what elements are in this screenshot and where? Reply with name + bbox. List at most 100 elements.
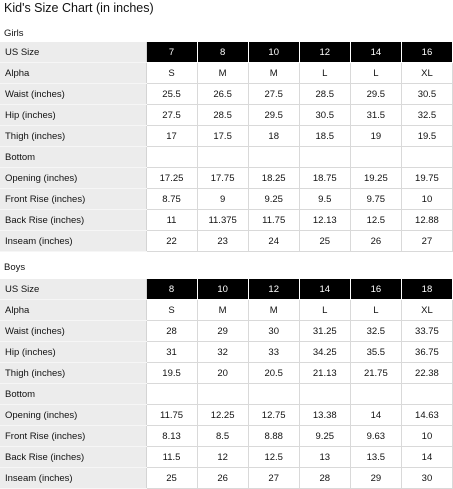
row-label: Hip (inches): [0, 341, 147, 363]
table-cell: 30: [248, 320, 300, 342]
size-header-cell: 18: [401, 279, 453, 300]
boys-header-row: US Size 8 10 12 14 16 18: [0, 279, 453, 300]
table-cell: [248, 383, 300, 405]
row-label: Waist (inches): [0, 320, 147, 342]
table-cell: 19: [350, 125, 402, 147]
size-header-cell: 10: [197, 279, 249, 300]
size-header-cell: 16: [350, 279, 402, 300]
table-cell: 27.5: [248, 83, 300, 105]
table-cell: 24: [248, 230, 300, 252]
table-cell: 10: [401, 425, 453, 447]
table-cell: 34.25: [299, 341, 351, 363]
table-cell: 26: [350, 230, 402, 252]
table-cell: 32.5: [401, 104, 453, 126]
table-cell: 12: [197, 446, 249, 468]
table-cell: 8.13: [146, 425, 198, 447]
table-cell: 25.5: [146, 83, 198, 105]
table-cell: [197, 146, 249, 168]
table-cell: 33: [248, 341, 300, 363]
girls-size-table: US Size 7 8 10 12 14 16 Alpha S M M L L XL Waist (inch…: [0, 42, 453, 252]
row-label: Opening (inches): [0, 167, 147, 189]
boys-size-table: US Size 8 10 12 14 16 18 Alpha S M M L L XL Waist (inc…: [0, 279, 453, 489]
size-header-cell: 12: [248, 279, 300, 300]
table-row: Back Rise (inches) 11 11.375 11.75 12.13 12.5…: [0, 209, 453, 231]
row-label: Hip (inches): [0, 104, 147, 126]
girls-section-label: Girls: [4, 28, 24, 39]
table-cell: [197, 383, 249, 405]
table-row: Inseam (inches) 22 23 24 25 26 27: [0, 230, 453, 252]
table-cell: 11.375: [197, 209, 249, 231]
table-cell: 31: [146, 341, 198, 363]
table-cell: 9.25: [248, 188, 300, 210]
row-label: Bottom: [0, 146, 147, 168]
table-cell: 28.5: [197, 104, 249, 126]
table-cell: 11.5: [146, 446, 198, 468]
table-cell: 14: [350, 404, 402, 426]
table-row: Bottom: [0, 383, 453, 405]
table-cell: 19.5: [401, 125, 453, 147]
table-cell: 11: [146, 209, 198, 231]
row-label: Back Rise (inches): [0, 446, 147, 468]
table-row: Alpha S M M L L XL: [0, 62, 453, 84]
table-cell: 17.5: [197, 125, 249, 147]
table-cell: L: [350, 62, 402, 84]
size-header-cell: 8: [197, 42, 249, 63]
table-cell: 12.25: [197, 404, 249, 426]
table-row: Opening (inches) 11.75 12.25 12.75 13.38 14 14…: [0, 404, 453, 426]
table-cell: 12.5: [350, 209, 402, 231]
row-label: Thigh (inches): [0, 362, 147, 384]
table-cell: 20: [197, 362, 249, 384]
size-header-cell: 14: [350, 42, 402, 63]
table-cell: 32: [197, 341, 249, 363]
table-cell: 31.25: [299, 320, 351, 342]
size-header-cell: 8: [146, 279, 198, 300]
table-cell: 33.75: [401, 320, 453, 342]
table-cell: 25: [146, 467, 198, 489]
table-row: Waist (inches) 25.5 26.5 27.5 28.5 29.5 30.5: [0, 83, 453, 105]
us-size-label: US Size: [0, 279, 147, 300]
size-header-cell: 12: [299, 42, 351, 63]
table-cell: 12.5: [248, 446, 300, 468]
row-label: Alpha: [0, 299, 147, 321]
table-cell: 23: [197, 230, 249, 252]
table-cell: 11.75: [248, 209, 300, 231]
table-cell: 36.75: [401, 341, 453, 363]
table-cell: 18.25: [248, 167, 300, 189]
table-cell: 17: [146, 125, 198, 147]
girls-header-row: US Size 7 8 10 12 14 16: [0, 42, 453, 63]
table-cell: 30.5: [401, 83, 453, 105]
table-cell: S: [146, 62, 198, 84]
table-cell: 31.5: [350, 104, 402, 126]
table-cell: 17.75: [197, 167, 249, 189]
row-label: Bottom: [0, 383, 147, 405]
table-cell: 13.38: [299, 404, 351, 426]
row-label: Inseam (inches): [0, 467, 147, 489]
table-cell: 25: [299, 230, 351, 252]
table-row: Front Rise (inches) 8.13 8.5 8.88 9.25 9.63 10: [0, 425, 453, 447]
row-label: Waist (inches): [0, 83, 147, 105]
table-cell: 27: [401, 230, 453, 252]
table-cell: 26.5: [197, 83, 249, 105]
table-row: Bottom: [0, 146, 453, 168]
table-cell: 18.75: [299, 167, 351, 189]
table-cell: [350, 146, 402, 168]
table-cell: [299, 146, 351, 168]
page-title: Kid's Size Chart (in inches): [4, 1, 154, 15]
table-cell: 27.5: [146, 104, 198, 126]
table-cell: 12.75: [248, 404, 300, 426]
row-label: Back Rise (inches): [0, 209, 147, 231]
table-row: Thigh (inches) 19.5 20 20.5 21.13 21.75 22.38: [0, 362, 453, 384]
table-cell: 13.5: [350, 446, 402, 468]
table-cell: 14: [401, 446, 453, 468]
table-cell: 13: [299, 446, 351, 468]
table-cell: 18: [248, 125, 300, 147]
table-cell: 29: [197, 320, 249, 342]
table-row: Alpha S M M L L XL: [0, 299, 453, 321]
size-header-cell: 16: [401, 42, 453, 63]
size-header-cell: 10: [248, 42, 300, 63]
size-header-cell: 7: [146, 42, 198, 63]
table-cell: 35.5: [350, 341, 402, 363]
table-cell: 27: [248, 467, 300, 489]
table-cell: S: [146, 299, 198, 321]
table-cell: M: [248, 62, 300, 84]
